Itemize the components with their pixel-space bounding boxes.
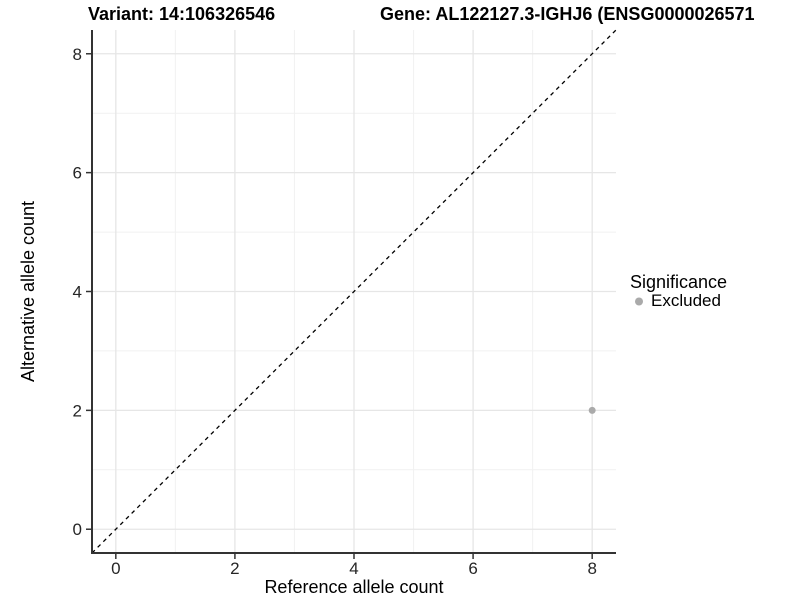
y-tick-label: 4 (73, 283, 82, 302)
x-axis-title: Reference allele count (264, 577, 443, 597)
y-tick-label: 2 (73, 401, 82, 420)
identity-dashed-line (91, 29, 617, 554)
x-tick-label: 2 (230, 559, 239, 578)
variant-title: Variant: 14:106326546 (88, 4, 276, 24)
y-axis-title: Alternative allele count (18, 201, 38, 382)
legend-title: Significance (630, 272, 727, 292)
y-tick-label: 8 (73, 45, 82, 64)
x-tick-label: 0 (111, 559, 120, 578)
y-tick-label: 6 (73, 164, 82, 183)
x-tick-label: 6 (468, 559, 477, 578)
legend-key-dot (635, 297, 643, 306)
x-tick-label: 4 (349, 559, 358, 578)
data-point (588, 406, 596, 414)
x-tick-label: 8 (587, 559, 596, 578)
gene-title: Gene: AL122127.3-IGHJ6 (ENSG0000026571 (380, 4, 755, 24)
legend-entry-label: Excluded (651, 291, 721, 310)
y-tick-label: 0 (73, 520, 82, 539)
